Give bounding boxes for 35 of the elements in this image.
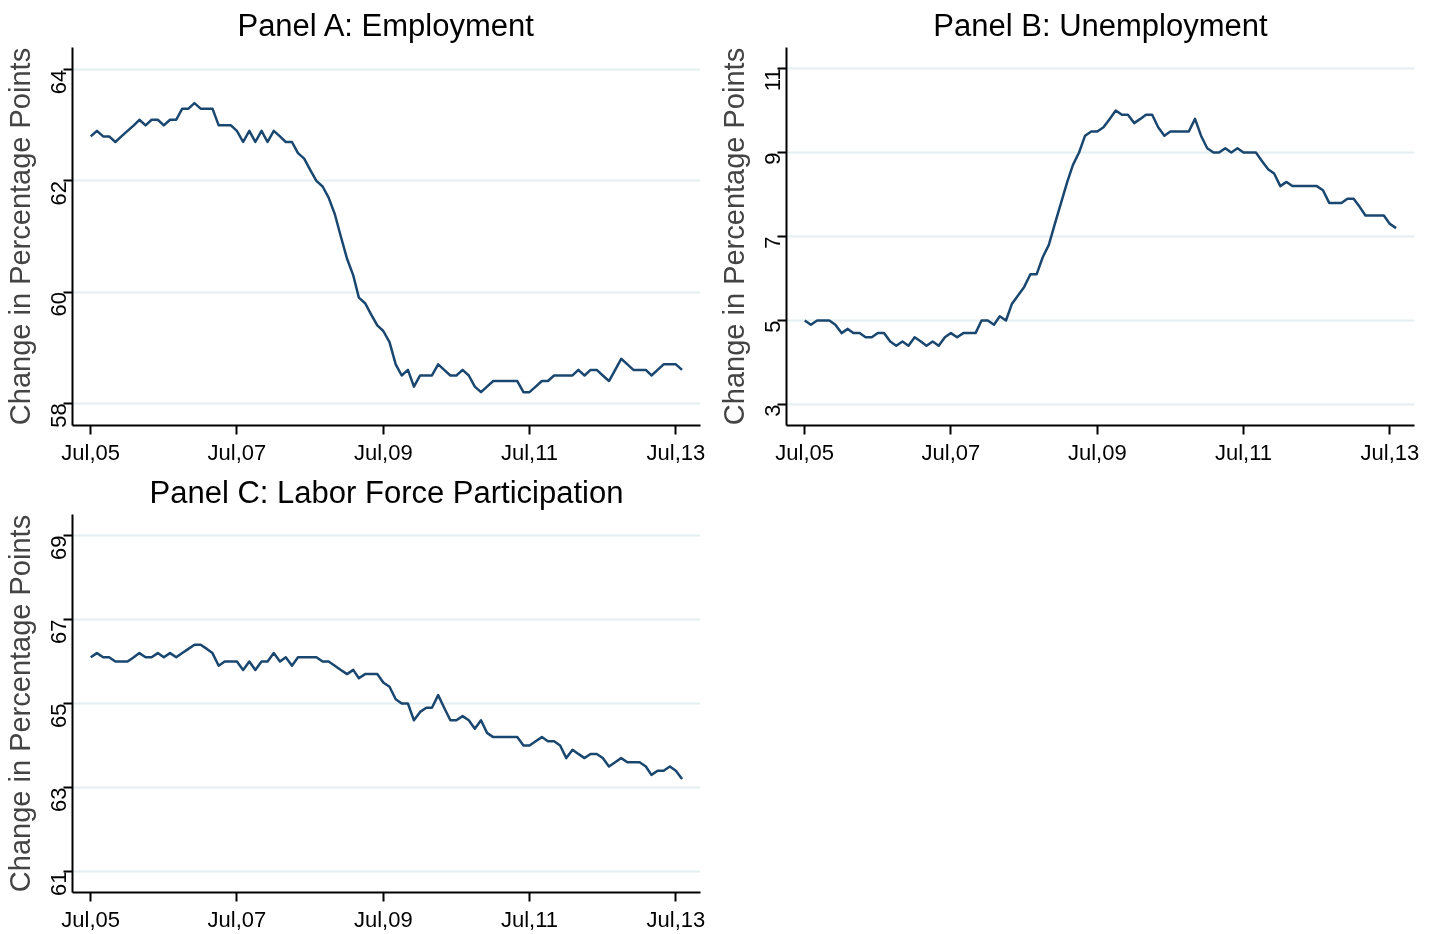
- y-tick-label: 9: [760, 152, 785, 165]
- x-tick-label: Jul,13: [646, 439, 706, 465]
- y-tick-label: 7: [760, 236, 785, 249]
- x-tick-label: Jul,09: [1067, 439, 1127, 465]
- y-tick-label: 58: [46, 403, 71, 428]
- y-tick-label: 11: [760, 68, 785, 92]
- y-tick-label: 67: [46, 619, 71, 644]
- y-axis-title: Change in Percentage Points: [717, 47, 750, 426]
- x-tick-label: Jul,11: [500, 439, 559, 465]
- y-tick-label: 65: [46, 703, 71, 728]
- y-axis-title: Change in Percentage Points: [3, 514, 36, 893]
- chart-title: Panel C: Labor Force Participation: [149, 474, 624, 510]
- chart-title: Panel B: Unemployment: [933, 7, 1269, 43]
- chart-title: Panel A: Employment: [237, 7, 535, 43]
- x-tick-label: Jul,09: [353, 906, 413, 932]
- y-tick-label: 61: [46, 871, 71, 896]
- x-tick-label: Jul,11: [500, 906, 559, 932]
- y-axis-title: Change in Percentage Points: [3, 47, 36, 426]
- x-tick-label: Jul,11: [1214, 439, 1273, 465]
- x-tick-label: Jul,07: [207, 906, 267, 932]
- x-tick-label: Jul,13: [646, 906, 706, 932]
- x-tick-label: Jul,07: [921, 439, 981, 465]
- x-tick-label: Jul,07: [207, 439, 267, 465]
- x-tick-label: Jul,05: [61, 439, 121, 465]
- x-tick-label: Jul,05: [61, 906, 121, 932]
- y-tick-label: 63: [46, 787, 71, 812]
- y-tick-label: 60: [46, 292, 71, 317]
- x-tick-label: Jul,09: [353, 439, 413, 465]
- x-tick-label: Jul,05: [775, 439, 835, 465]
- y-tick-label: 64: [46, 69, 71, 95]
- y-tick-label: 62: [46, 180, 71, 206]
- y-tick-label: 5: [760, 320, 785, 333]
- x-tick-label: Jul,13: [1360, 439, 1420, 465]
- y-tick-label: 69: [46, 535, 71, 560]
- y-tick-label: 3: [760, 404, 785, 417]
